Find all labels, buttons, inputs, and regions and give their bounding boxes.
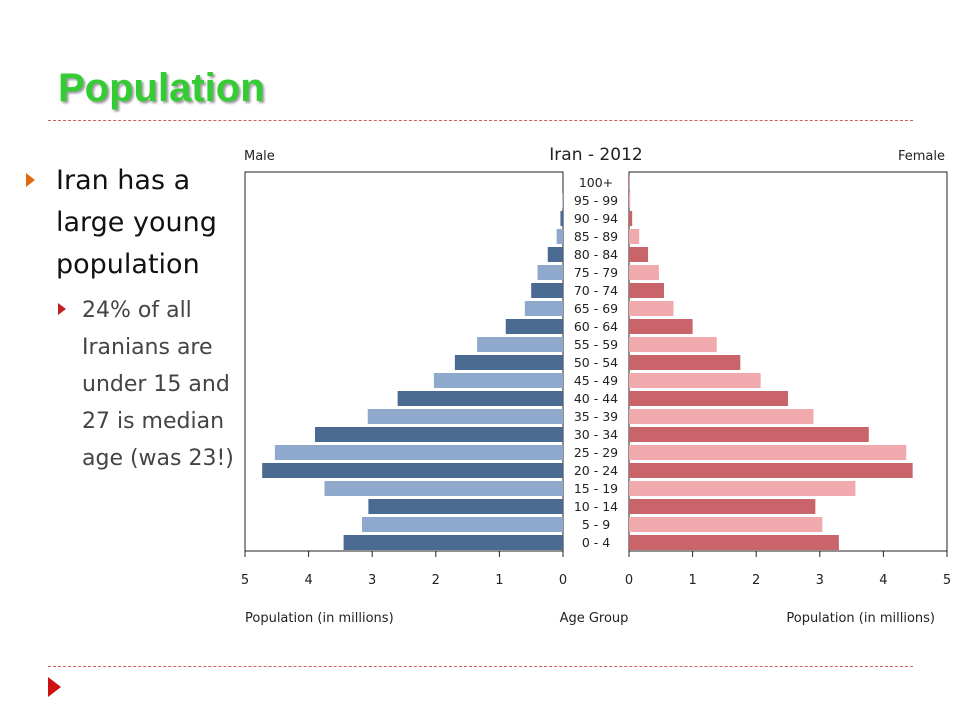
male-bar [262,463,563,478]
male-axis-tick-label: 3 [368,573,376,588]
female-bar [629,265,659,280]
age-group-label: 50 - 54 [574,355,618,370]
female-bar [629,283,664,298]
female-bar [629,499,816,514]
left-side-label: Male [244,149,275,164]
female-bar [629,517,823,532]
female-bar [629,427,869,442]
male-bar [547,247,563,262]
age-group-label: 100+ [579,175,613,190]
female-bar [629,535,839,550]
age-group-label: 65 - 69 [574,301,618,316]
chart-title: Iran - 2012 [549,145,642,165]
female-bar [629,337,717,352]
right-side-label: Female [898,149,945,164]
female-axis-tick-label: 5 [943,573,951,588]
next-slide-arrow-icon[interactable] [48,677,61,697]
age-group-label: 90 - 94 [574,211,618,226]
age-group-label: 70 - 74 [574,283,618,298]
age-group-label: 55 - 59 [574,337,618,352]
age-group-label: 95 - 99 [574,193,618,208]
slide-title: Population [58,66,265,110]
age-group-label: 5 - 9 [582,517,610,532]
female-axis-ticks: 0 1 2 3 4 5 [625,551,951,588]
age-group-label: 75 - 79 [574,265,618,280]
bullet-arrow-icon [26,173,35,187]
age-group-label: 15 - 19 [574,481,618,496]
male-axis-tick-label: 2 [432,573,440,588]
female-bar [629,481,856,496]
age-group-label: 25 - 29 [574,445,618,460]
female-bar [629,193,631,208]
male-axis-tick-label: 4 [304,573,312,588]
sub-bullet-item: 24% of all Iranians are under 15 and 27 … [26,292,236,477]
bullet-list: Iran has a large young population 24% of… [26,160,236,477]
female-axis-tick-label: 4 [879,573,887,588]
male-bar [560,211,563,226]
male-bar [367,409,563,424]
sub-bullet-arrow-icon [58,303,66,315]
age-group-label: 30 - 34 [574,427,618,442]
female-bar [629,247,649,262]
male-x-axis-label: Population (in millions) [245,611,394,626]
top-divider [48,120,913,121]
female-bar [629,391,788,406]
male-axis-tick-label: 0 [559,573,567,588]
male-bar [556,229,563,244]
male-bar [368,499,563,514]
age-group-label: 10 - 14 [574,499,618,514]
male-bar [274,445,563,460]
male-bar [397,391,563,406]
female-bar [629,319,693,334]
age-axis-label: Age Group [560,611,629,626]
male-bar [477,337,563,352]
age-group-label: 0 - 4 [582,535,610,550]
female-bar [629,409,814,424]
bullet-item: Iran has a large young population [26,160,236,286]
age-group-labels: 100+ 95 - 99 90 - 94 85 - 89 80 - 84 75 - 79 7… [574,175,618,550]
female-axis-tick-label: 3 [816,573,824,588]
female-bars [629,175,913,550]
bullet-text: Iran has a large young population [56,165,217,280]
male-bar [524,301,563,316]
male-bar [562,193,563,208]
female-axis-tick-label: 0 [625,573,633,588]
age-group-label: 35 - 39 [574,409,618,424]
male-bar [324,481,563,496]
age-group-label: 80 - 84 [574,247,618,262]
female-bar [629,301,674,316]
bottom-divider [48,666,913,667]
female-x-axis-label: Population (in millions) [786,611,935,626]
male-bar [343,535,563,550]
age-group-label: 45 - 49 [574,373,618,388]
age-group-label: 20 - 24 [574,463,618,478]
female-bar [629,211,633,226]
male-bar [531,283,563,298]
female-bar [629,445,907,460]
female-bar [629,355,741,370]
female-bar [629,175,630,190]
female-bar [629,373,761,388]
male-bar [537,265,563,280]
male-bar [505,319,563,334]
male-bar [314,427,563,442]
male-bar [454,355,563,370]
age-group-label: 85 - 89 [574,229,618,244]
male-bar [362,517,563,532]
age-group-label: 60 - 64 [574,319,618,334]
male-axis-tick-label: 5 [241,573,249,588]
female-axis-tick-label: 1 [688,573,696,588]
male-axis-ticks: 5 4 3 2 1 0 [241,551,567,588]
male-bars [262,193,563,550]
age-group-label: 40 - 44 [574,391,618,406]
female-axis-tick-label: 2 [752,573,760,588]
sub-bullet-text: 24% of all Iranians are under 15 and 27 … [82,298,234,471]
female-bar [629,463,913,478]
female-bar [629,229,640,244]
male-bar [433,373,563,388]
male-axis-tick-label: 1 [495,573,503,588]
